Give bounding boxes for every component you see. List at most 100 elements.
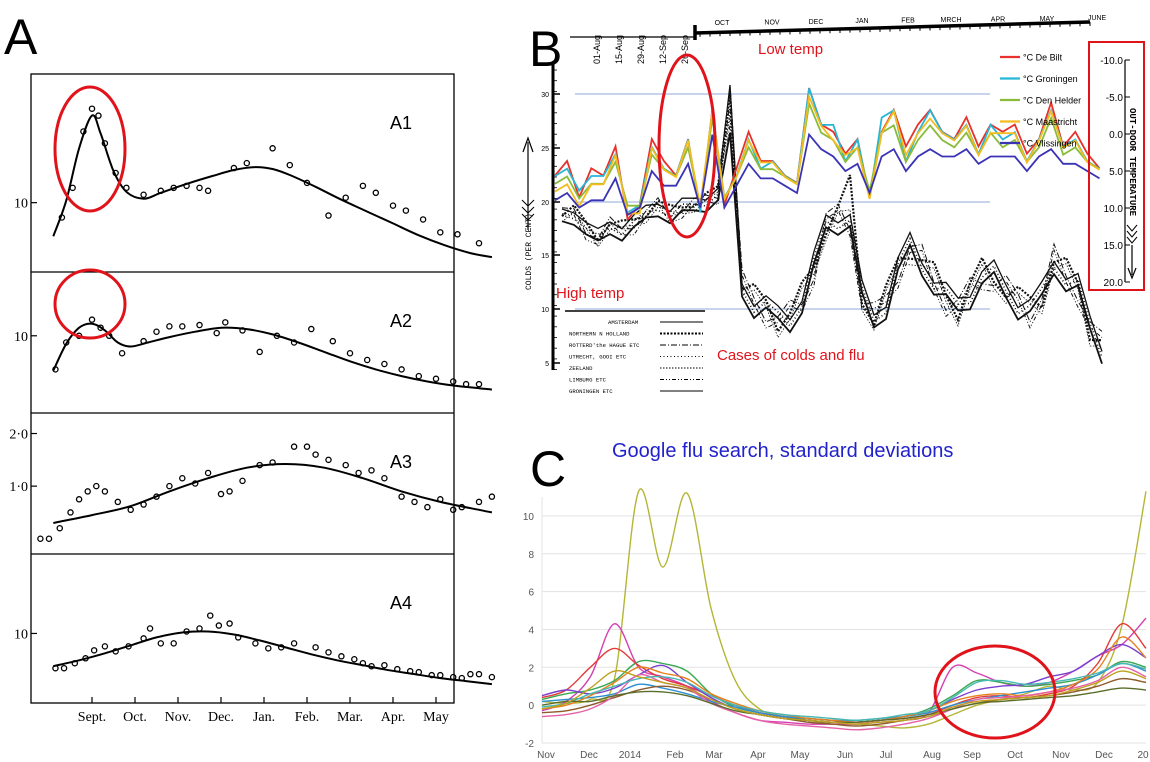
panel-c: Google flu search, standard deviations 1… — [523, 440, 1149, 761]
panel-label-a: A — [4, 9, 38, 65]
a-data-point — [325, 649, 332, 656]
a-data-point — [325, 212, 332, 219]
a-month-label: Nov. — [165, 710, 192, 725]
a-data-point — [475, 380, 483, 388]
a-data-point — [381, 661, 388, 669]
a-data-point — [157, 640, 165, 647]
b-top-month-label: MAY — [1040, 16, 1055, 23]
a-data-point — [226, 620, 233, 627]
a-data-point — [88, 316, 96, 323]
a-data-point — [166, 323, 173, 330]
a-data-point — [368, 467, 375, 474]
b-ylabel-arrow — [522, 136, 534, 230]
a-data-point — [206, 612, 214, 619]
subpanel-label: A2 — [390, 311, 412, 331]
a-data-point — [398, 366, 405, 373]
b-colds-legend-label: ZEELAND — [569, 365, 593, 372]
a-month-label: Apr. — [381, 710, 406, 725]
a-data-point — [286, 161, 294, 169]
c-ytick-label: 2 — [528, 663, 534, 674]
b-right-tick-label: -10.0 — [1100, 56, 1123, 67]
c-xtick-label: 20 — [1137, 750, 1149, 761]
a-data-point — [101, 488, 109, 495]
a-data-point — [88, 105, 96, 112]
a-data-point — [215, 622, 223, 629]
a-data-point — [97, 324, 104, 331]
b-right-tick-label: 10.0 — [1104, 204, 1124, 215]
c-xtick-label: May — [791, 750, 810, 761]
a-data-point — [265, 645, 272, 652]
b-top-month-label: OCT — [715, 20, 731, 27]
c-series-line — [541, 662, 1147, 722]
a-data-point — [475, 498, 483, 506]
a-data-point — [398, 493, 405, 500]
c-series-line — [541, 617, 1147, 725]
b-right-axis-chevrons — [1126, 224, 1138, 244]
b-highlight-circle — [657, 53, 717, 239]
subpanel-label: A3 — [390, 452, 412, 472]
b-cold-series-line — [561, 132, 1103, 364]
a-data-point — [127, 506, 134, 514]
a-data-point — [56, 524, 64, 532]
c-series-line — [541, 687, 1147, 724]
a-data-point — [170, 640, 177, 647]
c-xtick-label: Feb — [666, 750, 684, 761]
c-xtick-label: Dec — [580, 750, 598, 761]
c-series-line — [541, 670, 1147, 725]
b-top-date-label: 29-Aug — [636, 35, 646, 64]
b-temp-series-line — [554, 93, 1100, 215]
a-data-point — [303, 443, 311, 450]
a-month-label: Feb. — [295, 710, 320, 725]
b-colds-legend-label: UTRECHT, GOOI ETC — [569, 354, 627, 361]
a-data-point — [118, 350, 126, 357]
b-ytick-label: 20 — [541, 200, 549, 207]
b-colds-legend-label: ROTTERD'the HAGUE ETC — [569, 342, 640, 349]
a-data-point — [90, 647, 98, 654]
a-data-point — [449, 378, 457, 385]
c-series-line — [541, 666, 1147, 731]
a-data-point — [252, 640, 259, 647]
panel-a2: A2 10 — [14, 271, 493, 391]
b-colds-legend-label: LIMBURG ETC — [569, 377, 607, 384]
panel-a: A1 10 A2 10 A3 2·0 1·0 A4 10 Sept. Oct. Nov. Dec. Ja… — [9, 73, 496, 725]
b-annotation-cases: Cases of colds and flu — [717, 347, 865, 364]
a-ytick-label: 10 — [14, 330, 28, 345]
b-ytick-label: 25 — [541, 146, 549, 153]
a-data-point — [488, 673, 496, 681]
c-xtick-label: Jun — [837, 750, 853, 761]
a-data-point — [179, 323, 186, 330]
panel-a-frame — [30, 73, 455, 704]
a-data-point — [312, 451, 319, 458]
a-data-point — [467, 670, 474, 678]
a-data-point — [196, 184, 203, 192]
a-data-point — [402, 207, 410, 214]
a-data-point — [381, 360, 388, 368]
c-xtick-label: Apr — [750, 750, 766, 761]
c-series-line — [541, 623, 1147, 723]
a-data-point — [312, 644, 319, 651]
b-top-month-label: MRCH — [941, 17, 962, 24]
a-month-label: Oct. — [123, 710, 147, 725]
panel-label-b: B — [529, 21, 562, 77]
b-legend-label: °C Maastricht — [1023, 117, 1078, 127]
c-xtick-label: Nov — [1052, 750, 1070, 761]
panel-a4: A4 10 — [14, 553, 496, 686]
a-data-point — [217, 490, 225, 498]
a-ytick-label: 2·0 — [9, 428, 28, 443]
a-data-point — [290, 640, 298, 647]
a-fitted-curve — [52, 114, 493, 259]
b-annotation-low-temp: Low temp — [758, 41, 823, 58]
a-ytick-label: 1·0 — [9, 480, 28, 495]
b-cold-series-line — [561, 92, 1103, 342]
a-data-point — [308, 325, 315, 333]
a-data-point — [415, 372, 423, 380]
a-data-point — [372, 189, 380, 197]
a-data-point — [196, 321, 203, 329]
a-ytick-label: 10 — [14, 197, 28, 212]
b-ylabel: COLDS (PER CENT) — [525, 213, 534, 290]
a-data-point — [437, 229, 444, 236]
c-ytick-label: 4 — [528, 625, 534, 636]
a-fitted-curve — [53, 462, 493, 524]
b-cold-series-line — [561, 116, 1103, 347]
